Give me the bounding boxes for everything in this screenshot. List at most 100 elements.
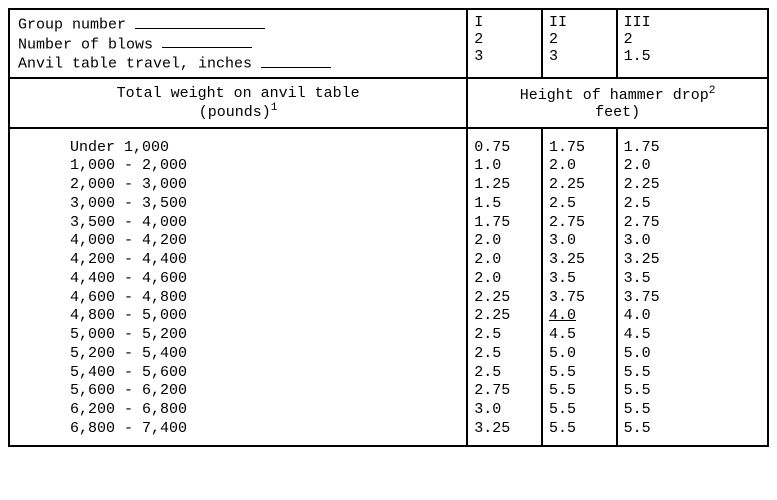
drop-value-g1: 0.75	[474, 139, 535, 158]
drop-value-g1: 2.75	[474, 382, 535, 401]
group-col-1: I 2 3	[467, 9, 542, 78]
weight-header-cell: Total weight on anvil table (pounds)1	[9, 78, 467, 128]
number-of-blows-label: Number of blows	[18, 36, 153, 53]
drop-value-g1: 1.25	[474, 176, 535, 195]
drop-value-g2: 2.75	[549, 214, 610, 233]
weight-value: 3,500 - 4,000	[70, 214, 460, 233]
drop-header-cell: Height of hammer drop2 feet)	[467, 78, 768, 128]
group-number-blank	[135, 14, 265, 29]
group-2-id: II	[549, 14, 610, 31]
drop-value-g2: 2.25	[549, 176, 610, 195]
drop-value-g1: 2.0	[474, 232, 535, 251]
drop-col-3: 1.752.02.252.52.753.03.253.53.754.04.55.…	[617, 128, 768, 446]
drop-value-g2: 3.0	[549, 232, 610, 251]
drop-col-1: 0.751.01.251.51.752.02.02.02.252.252.52.…	[467, 128, 542, 446]
drop-value-g1: 2.5	[474, 326, 535, 345]
weight-value: 3,000 - 3,500	[70, 195, 460, 214]
drop-value-g1: 1.0	[474, 157, 535, 176]
weight-value: 5,200 - 5,400	[70, 345, 460, 364]
group-1-blows: 2	[474, 31, 535, 48]
weight-value: 5,600 - 6,200	[70, 382, 460, 401]
drop-value-g1: 3.25	[474, 420, 535, 439]
drop-value-g1: 2.25	[474, 289, 535, 308]
drop-header-line1: Height of hammer drop	[520, 87, 709, 104]
drop-value-g2: 2.5	[549, 195, 610, 214]
weight-value: 4,800 - 5,000	[70, 307, 460, 326]
drop-value-g2: 5.5	[549, 401, 610, 420]
drop-value-g3: 5.5	[624, 420, 761, 439]
group-col-3: III 2 1.5	[617, 9, 768, 78]
drop-value-g3: 3.75	[624, 289, 761, 308]
weight-header-line1: Total weight on anvil table	[117, 85, 360, 102]
drop-value-g2: 3.25	[549, 251, 610, 270]
weight-value: 6,800 - 7,400	[70, 420, 460, 439]
drop-value-g2: 2.0	[549, 157, 610, 176]
drop-value-g3: 3.5	[624, 270, 761, 289]
group-3-travel: 1.5	[624, 48, 761, 65]
hammer-drop-table: Group number Number of blows Anvil table…	[8, 8, 769, 447]
drop-value-g1: 2.25	[474, 307, 535, 326]
drop-value-g1: 2.0	[474, 270, 535, 289]
drop-value-g3: 5.5	[624, 401, 761, 420]
drop-value-g2: 5.5	[549, 382, 610, 401]
field-labels-cell: Group number Number of blows Anvil table…	[9, 9, 467, 78]
drop-header-line2: feet)	[595, 104, 640, 121]
drop-value-g3: 5.5	[624, 382, 761, 401]
drop-value-g1: 1.75	[474, 214, 535, 233]
drop-value-g1: 3.0	[474, 401, 535, 420]
drop-value-g3: 1.75	[624, 139, 761, 158]
drop-value-g3: 3.0	[624, 232, 761, 251]
group-header-row: Group number Number of blows Anvil table…	[9, 9, 768, 78]
group-number-label: Group number	[18, 17, 126, 34]
weight-value: 4,200 - 4,400	[70, 251, 460, 270]
drop-col-2: 1.752.02.252.52.753.03.253.53.754.04.55.…	[542, 128, 617, 446]
drop-value-g3: 4.0	[624, 307, 761, 326]
drop-value-g2: 5.5	[549, 420, 610, 439]
group-3-id: III	[624, 14, 761, 31]
drop-value-g3: 2.0	[624, 157, 761, 176]
drop-value-g3: 4.5	[624, 326, 761, 345]
anvil-travel-label: Anvil table travel, inches	[18, 56, 252, 73]
drop-value-g2: 4.0	[549, 307, 610, 326]
drop-value-g3: 5.5	[624, 364, 761, 383]
travel-blank	[261, 53, 331, 68]
drop-value-g3: 5.0	[624, 345, 761, 364]
drop-value-g1: 2.5	[474, 345, 535, 364]
drop-value-g2: 5.0	[549, 345, 610, 364]
weight-value: Under 1,000	[70, 139, 460, 158]
blows-blank	[162, 34, 252, 49]
drop-value-g1: 1.5	[474, 195, 535, 214]
drop-value-g3: 2.75	[624, 214, 761, 233]
drop-footnote: 2	[709, 85, 716, 97]
group-col-2: II 2 3	[542, 9, 617, 78]
weight-value: 4,000 - 4,200	[70, 232, 460, 251]
group-2-blows: 2	[549, 31, 610, 48]
drop-value-g3: 2.25	[624, 176, 761, 195]
group-1-id: I	[474, 14, 535, 31]
group-1-travel: 3	[474, 48, 535, 65]
main-table: Group number Number of blows Anvil table…	[8, 8, 769, 447]
drop-value-g2: 3.5	[549, 270, 610, 289]
drop-value-g3: 2.5	[624, 195, 761, 214]
drop-value-g1: 2.5	[474, 364, 535, 383]
weight-value: 5,000 - 5,200	[70, 326, 460, 345]
section-header-row: Total weight on anvil table (pounds)1 He…	[9, 78, 768, 128]
drop-value-g2: 1.75	[549, 139, 610, 158]
group-3-blows: 2	[624, 31, 761, 48]
weight-value: 4,400 - 4,600	[70, 270, 460, 289]
group-2-travel: 3	[549, 48, 610, 65]
weight-value: 6,200 - 6,800	[70, 401, 460, 420]
weight-header-line2: (pounds)	[199, 104, 271, 121]
weight-value: 1,000 - 2,000	[70, 157, 460, 176]
weight-value: 5,400 - 5,600	[70, 364, 460, 383]
weight-value: 4,600 - 4,800	[70, 289, 460, 308]
drop-value-g1: 2.0	[474, 251, 535, 270]
drop-value-g3: 3.25	[624, 251, 761, 270]
drop-value-g2: 5.5	[549, 364, 610, 383]
weight-column: Under 1,0001,000 - 2,0002,000 - 3,0003,0…	[9, 128, 467, 446]
weight-value: 2,000 - 3,000	[70, 176, 460, 195]
data-body-row: Under 1,0001,000 - 2,0002,000 - 3,0003,0…	[9, 128, 768, 446]
weight-footnote: 1	[271, 102, 278, 114]
drop-value-g2: 4.5	[549, 326, 610, 345]
drop-value-g2: 3.75	[549, 289, 610, 308]
